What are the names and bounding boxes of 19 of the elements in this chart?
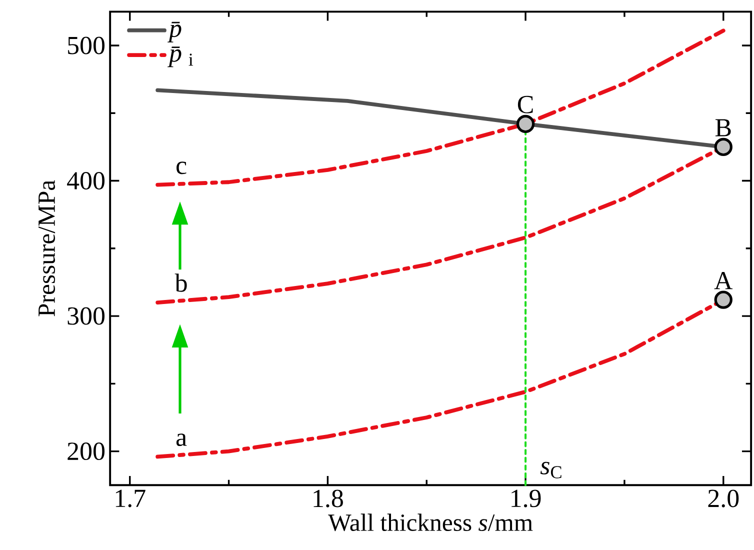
annotation: c [176,161,186,174]
y-tick-label: 400 [67,172,105,190]
x-tick-label: 2.0 [708,490,739,508]
annotation: C [518,96,533,114]
x-axis-title: Wall thickness s/mm [328,514,533,531]
annotation: b [174,273,187,292]
annotation: s$_{C}$ [540,462,562,478]
legend-label: p̄ [168,22,182,42]
y-tick-label: 500 [68,36,105,54]
y-tick-label: 300 [68,307,105,325]
y-tick-label: 200 [68,442,105,460]
legend-label: p̄$_{i}$ [168,46,194,67]
x-tick-label: 1.8 [314,490,343,508]
annotation: B [715,119,731,136]
x-tick-label: 1.7 [116,490,146,508]
annotation: a [176,433,187,446]
y-axis-title: Pressure/MPa [38,180,56,316]
annotation: A [714,272,733,289]
x-tick-label: 1.9 [512,490,541,508]
